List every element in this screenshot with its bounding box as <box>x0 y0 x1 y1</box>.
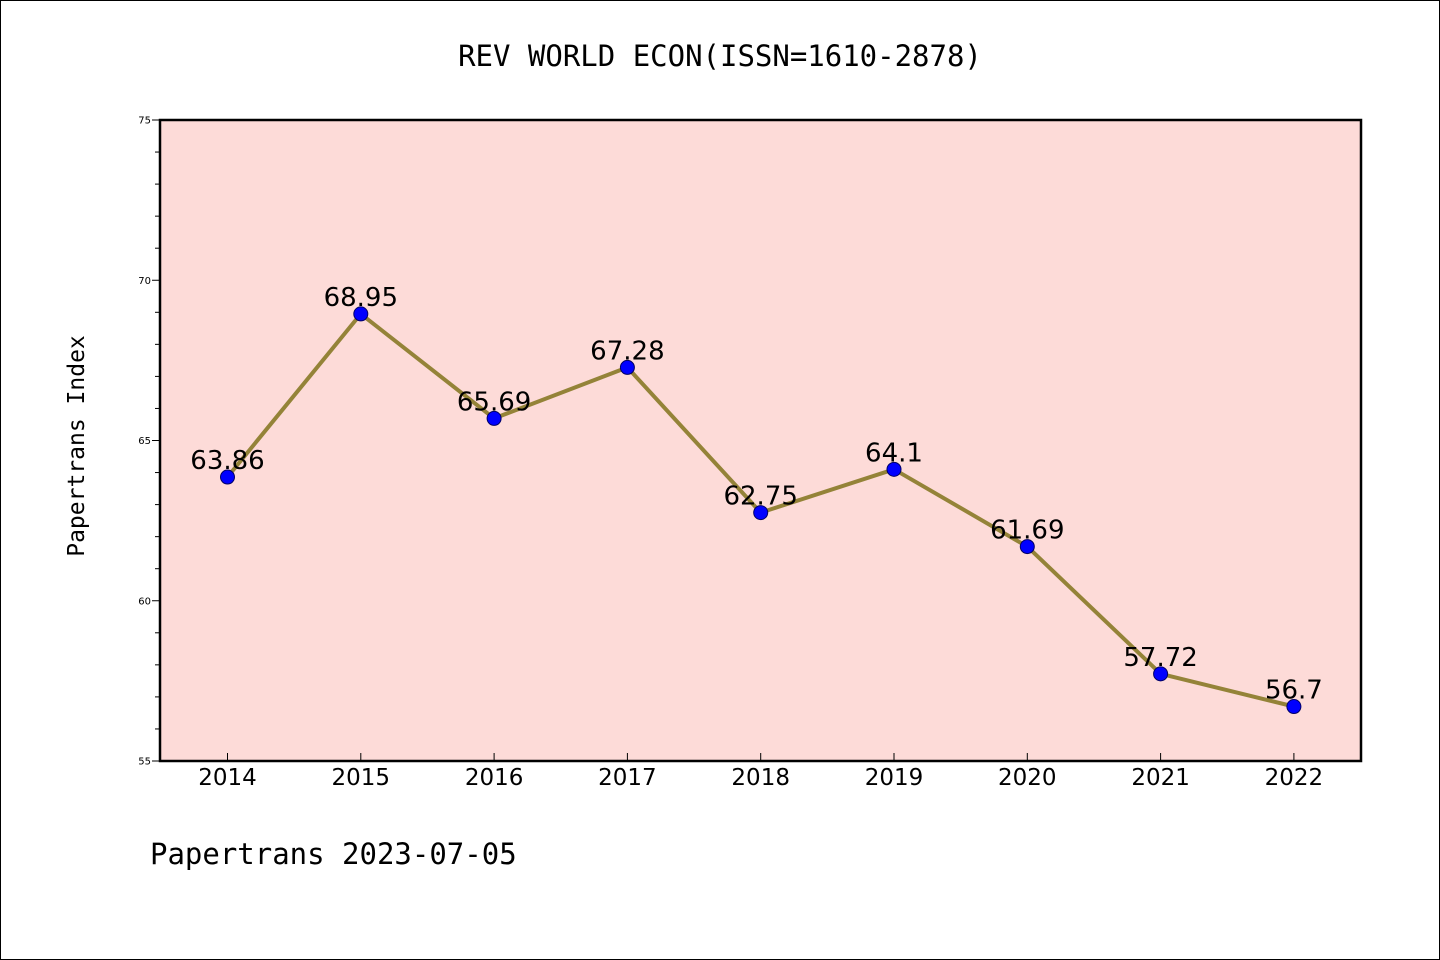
data-label: 62.75 <box>723 482 797 512</box>
y-tick-label: 55 <box>138 757 151 768</box>
series-layer <box>220 306 1302 715</box>
y-tick-label: 60 <box>138 596 151 607</box>
x-tick-label: 2015 <box>332 765 391 791</box>
x-tick-label: 2016 <box>465 765 524 791</box>
data-point <box>486 410 502 426</box>
data-label: 65.69 <box>457 387 531 417</box>
data-label: 64.1 <box>865 438 923 468</box>
data-label: 68.95 <box>324 283 398 313</box>
y-axis: 55 60 65 70 75 <box>138 116 160 768</box>
data-point <box>619 359 635 375</box>
y-tick-label: 65 <box>138 436 151 447</box>
x-tick-label: 2018 <box>731 765 790 791</box>
x-axis: 2014 2015 2016 2017 2018 2019 2020 2021 2022 <box>198 753 1323 791</box>
x-tick-label: 2019 <box>865 765 924 791</box>
x-tick-label: 2020 <box>998 765 1057 791</box>
data-point <box>1153 666 1169 682</box>
x-tick-label: 2014 <box>198 765 257 791</box>
data-label: 63.86 <box>190 446 264 476</box>
y-tick-label: 75 <box>138 116 151 127</box>
data-label: 56.7 <box>1265 676 1323 706</box>
x-tick-label: 2022 <box>1265 765 1324 791</box>
y-axis-label: Papertrans Index <box>64 335 90 557</box>
data-label-layer: 63.86 68.95 65.69 67.28 62.75 64.1 61.69 57.72 5… <box>190 283 1323 706</box>
y-tick-label: 70 <box>138 276 151 287</box>
data-label: 57.72 <box>1123 643 1197 673</box>
data-point <box>220 469 235 485</box>
data-point <box>1019 539 1035 555</box>
data-point <box>353 306 369 322</box>
footer-text: Papertrans 2023-07-05 <box>150 837 517 871</box>
data-point <box>886 461 902 477</box>
x-tick-label: 2021 <box>1131 765 1190 791</box>
data-label: 67.28 <box>590 336 664 366</box>
data-point <box>1286 699 1302 715</box>
plot-area <box>158 118 1363 763</box>
data-point <box>753 505 769 521</box>
x-tick-label: 2017 <box>598 765 657 791</box>
chart-title: REV WORLD ECON(ISSN=1610-2878) <box>458 39 982 73</box>
data-label: 61.69 <box>990 516 1064 546</box>
